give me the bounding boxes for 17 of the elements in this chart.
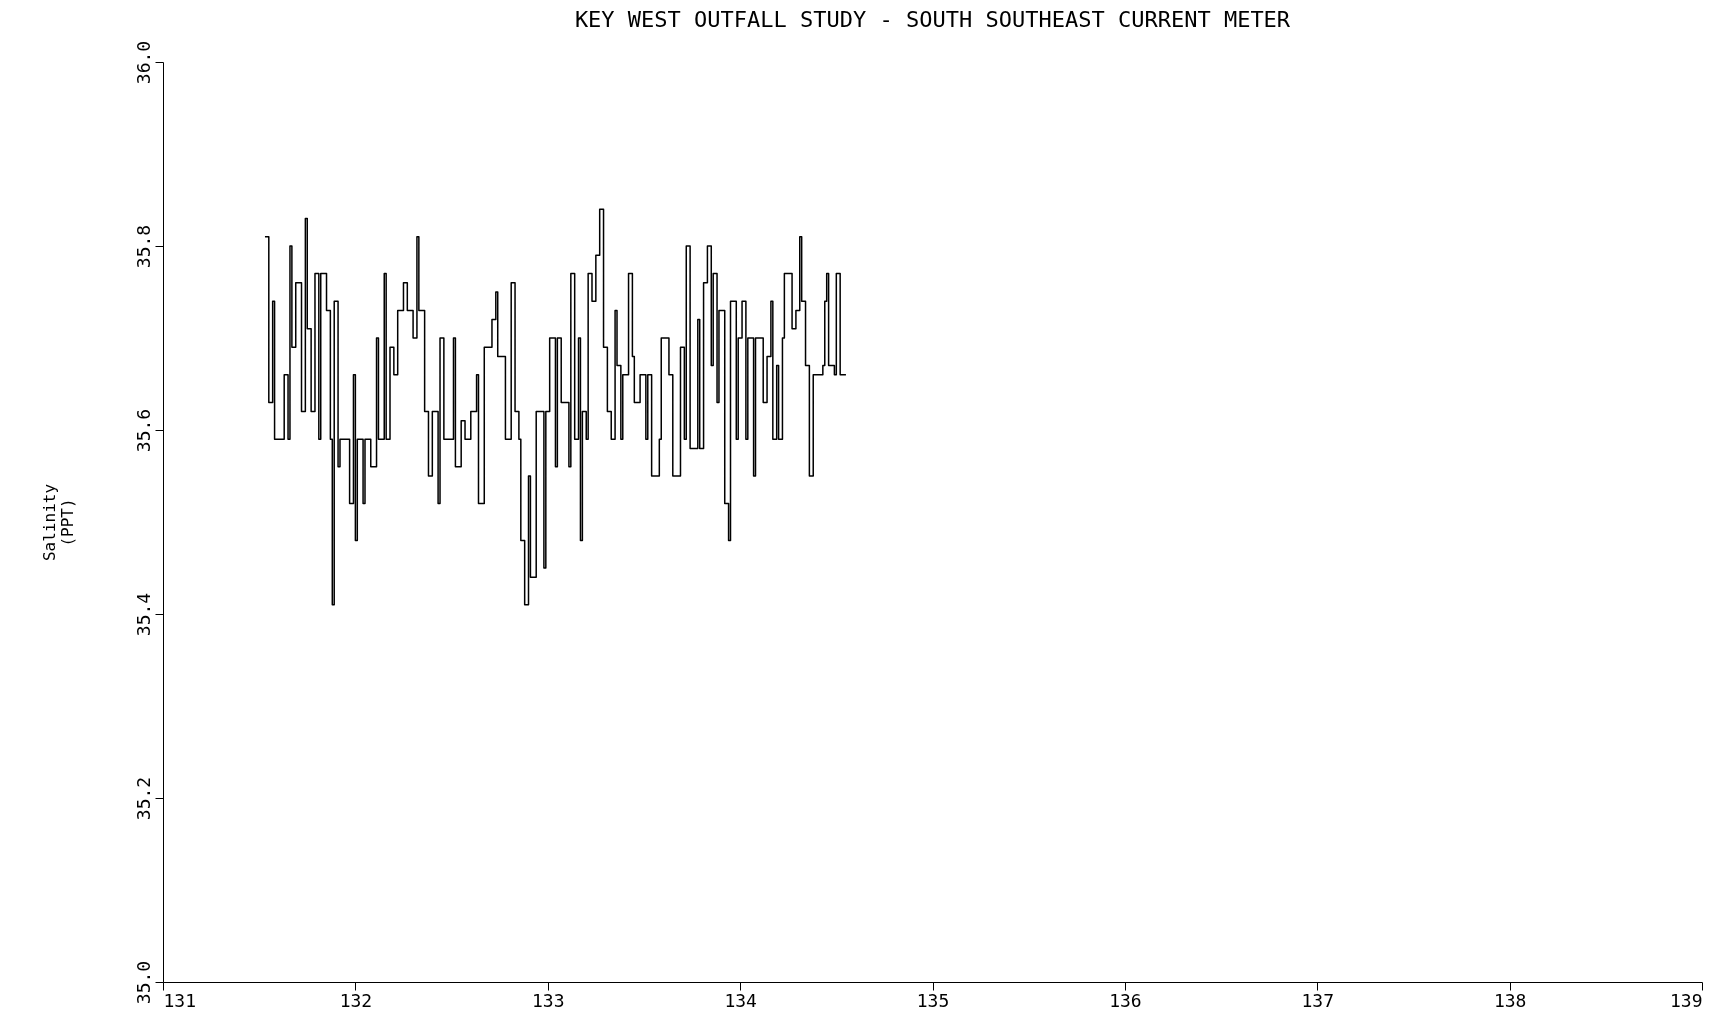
x-tick-label: 133: [531, 989, 565, 1011]
x-tick-label: 139: [1669, 989, 1703, 1011]
y-tick-label: 35.8: [132, 224, 154, 269]
y-tick-label: 35.2: [132, 776, 154, 821]
x-tick-label: 131: [163, 989, 197, 1011]
x-tick-label: 132: [339, 989, 373, 1011]
x-tick-label: 136: [1109, 989, 1142, 1011]
x-tick-label: 134: [724, 989, 757, 1011]
y-tick-label: 35.6: [132, 408, 154, 453]
y-axis-title: Salinity (PPT): [39, 483, 77, 562]
chart-title: KEY WEST OUTFALL STUDY - SOUTH SOUTHEAST CURRENT METER: [574, 7, 1291, 33]
x-tick-label: 135: [916, 989, 950, 1011]
y-tick-label: 35.0: [132, 960, 154, 1005]
x-tick-label: 138: [1493, 989, 1527, 1011]
y-tick-label: 36.0: [132, 40, 154, 85]
x-tick-label: 137: [1301, 989, 1335, 1011]
y-tick-label: 35.4: [132, 592, 154, 637]
